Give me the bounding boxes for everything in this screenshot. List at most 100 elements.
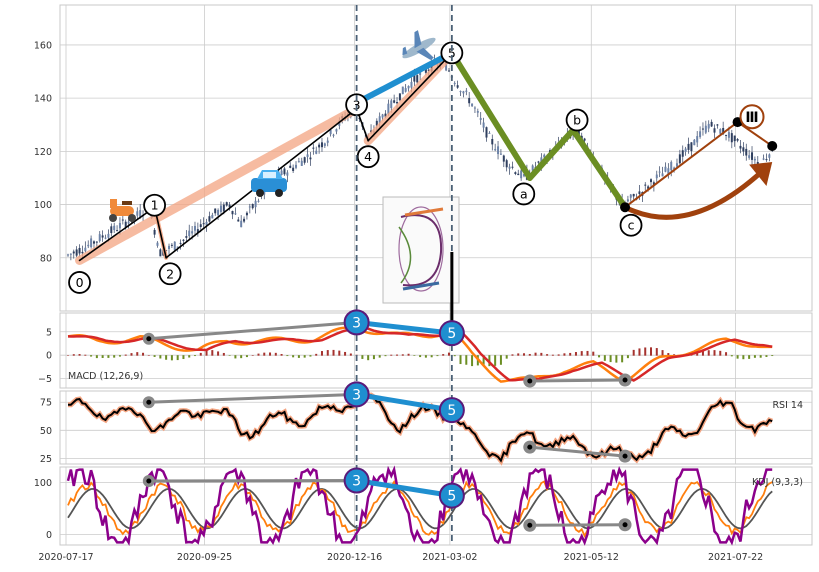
macd-histogram-bar — [101, 355, 104, 358]
candle-body — [543, 154, 546, 158]
price-y-tick-label: 160 — [34, 40, 52, 51]
candle-body — [482, 122, 485, 128]
wave-label-circle-c — [619, 213, 643, 237]
candle-body — [225, 202, 228, 206]
candle-body — [488, 132, 491, 134]
candle-body — [263, 191, 266, 195]
candle-body — [647, 186, 650, 189]
candle-body — [390, 100, 393, 108]
macd-histogram-bar — [72, 354, 75, 356]
candle-body — [211, 214, 214, 219]
divergence-bottom-dot-center — [622, 377, 628, 383]
candle-body — [416, 75, 419, 83]
divergence-badge — [343, 467, 370, 494]
candle-body — [687, 143, 690, 150]
candle-body — [684, 148, 687, 152]
divergence-bottom-dot-center — [527, 378, 533, 384]
car-icon — [251, 170, 287, 197]
candle-body — [456, 85, 459, 88]
candle-body — [168, 245, 171, 249]
macd-histogram-bar — [465, 355, 468, 365]
candle-body — [502, 155, 505, 162]
macd-histogram-bar — [453, 355, 456, 357]
macd-histogram-bar — [107, 355, 110, 358]
axis-ticks: 2020-07-17 2020-09-25 2020-12-16 2021-03-02… — [34, 40, 763, 563]
candle-body — [231, 211, 234, 215]
macd-histogram-bar — [188, 355, 191, 358]
macd-histogram-bar — [436, 355, 439, 357]
macd-histogram-bar — [471, 355, 474, 367]
candle-body — [650, 179, 653, 183]
candle-body — [505, 160, 508, 168]
candle-body — [751, 152, 754, 160]
wave-label-2: 2 — [166, 266, 174, 281]
macd-histogram-bar — [574, 352, 577, 356]
candle-body — [92, 241, 95, 244]
macd-histogram-bar — [286, 355, 289, 357]
macd-histogram-bar — [320, 351, 323, 356]
shell-tick-top — [404, 207, 444, 217]
kdj-k-line — [67, 479, 773, 539]
divergence-badge — [343, 381, 370, 408]
candle-body — [667, 168, 670, 175]
rsi-frame — [59, 390, 813, 465]
candle-body — [419, 72, 422, 76]
airplane-fuselage — [402, 37, 436, 59]
candle-body — [292, 167, 295, 171]
divergence-badge — [438, 482, 465, 509]
candle-body — [520, 170, 523, 179]
candle-body — [491, 138, 494, 145]
candle-body — [237, 219, 240, 222]
candle-body — [453, 83, 456, 85]
candle-body — [459, 91, 462, 93]
rsi-y-tick-label: 50 — [40, 426, 52, 437]
candle-body — [517, 173, 520, 176]
scooter-seat — [122, 201, 132, 205]
macd-histogram-bar — [748, 355, 751, 359]
macd-histogram-bar — [84, 354, 87, 356]
candle-body — [208, 216, 211, 222]
kdj-label: KDJ (9,3,3) — [752, 477, 803, 488]
candle-body — [286, 172, 289, 176]
candle-body — [445, 62, 448, 71]
macd-histogram-bar — [511, 354, 514, 356]
divergence-blue-line — [356, 319, 453, 336]
candle-body — [179, 242, 182, 244]
candle-body — [670, 161, 673, 171]
candle-body — [381, 114, 384, 118]
divergence-bottom-dot-center — [622, 453, 628, 459]
divergence-dot-center — [146, 336, 152, 342]
candle-body — [476, 111, 479, 113]
candle-body — [323, 143, 326, 146]
wave-label-1: 1 — [151, 198, 159, 213]
macd-histogram-bar — [626, 355, 629, 359]
candle-body — [413, 74, 416, 82]
candle-body — [739, 145, 742, 149]
candle-body — [87, 244, 90, 247]
candle-body — [707, 123, 710, 129]
macd-histogram-bar — [142, 352, 145, 356]
candle-body — [396, 102, 399, 104]
macd-histogram-bar — [765, 355, 768, 357]
candle-body — [673, 167, 676, 170]
candle-body — [762, 158, 765, 160]
macd-histogram-bar — [67, 355, 69, 356]
macd-histogram-bar — [719, 350, 722, 356]
wave-label-III: Ⅲ — [745, 110, 758, 126]
candle-body — [485, 127, 488, 138]
candle-body — [384, 113, 387, 117]
macd-histogram-bar — [367, 355, 370, 361]
macd-histogram-bar — [419, 355, 422, 358]
macd-histogram-bar — [303, 355, 306, 358]
macd-histogram-bar — [349, 353, 352, 356]
macd-histogram-bar — [569, 352, 572, 356]
rsi-panel: RSI 14 — [68, 392, 803, 466]
candle-body — [727, 132, 730, 138]
candle-body — [678, 154, 681, 164]
candle-body — [90, 238, 93, 248]
wave-5-a-line — [448, 49, 533, 181]
macd-histogram-bar — [332, 349, 335, 356]
candle-body — [332, 134, 335, 136]
candle-body — [462, 91, 465, 94]
